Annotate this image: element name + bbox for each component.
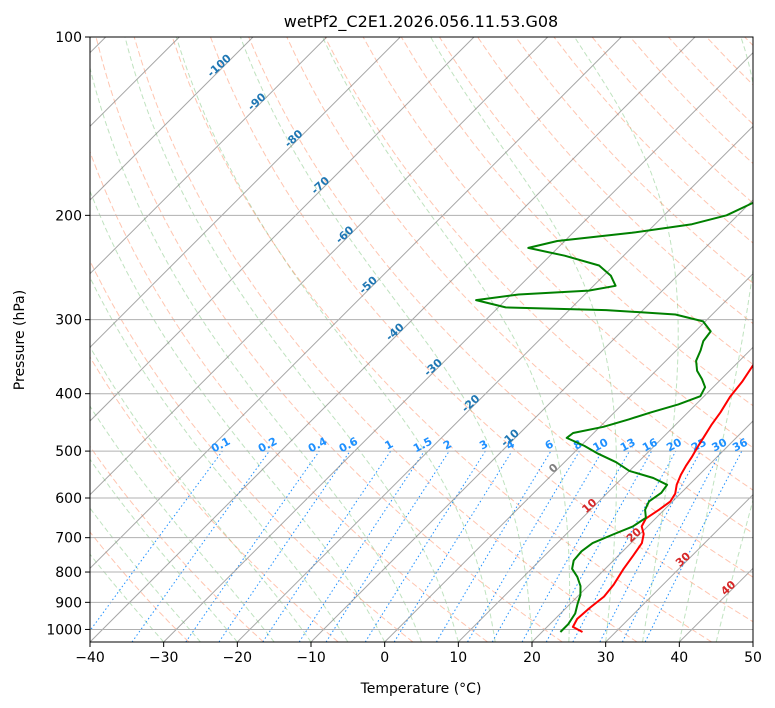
mixing-ratio-line <box>218 450 351 642</box>
mixing-ratio-line <box>644 450 743 642</box>
isotherm <box>90 37 328 275</box>
plot-frame <box>89 36 754 643</box>
dry-adiabat <box>90 150 488 642</box>
moist-adiabat <box>175 37 496 642</box>
y-tick-label: 700 <box>55 531 82 547</box>
moist-adiabat <box>124 37 459 642</box>
x-tick-label: 0 <box>380 650 389 666</box>
isotherm <box>236 125 753 642</box>
moist-adiabat <box>239 37 533 642</box>
x-axis: −40 −30 −20 −10 0 10 20 30 40 50 <box>75 642 762 666</box>
mixing-ratio-line <box>262 450 392 642</box>
isotherm <box>90 37 475 422</box>
x-tick-label: −20 <box>223 650 253 666</box>
isotherm <box>531 420 753 642</box>
temperature-line <box>571 363 753 633</box>
moist-adiabat <box>90 405 275 642</box>
y-tick-label: 600 <box>55 491 82 507</box>
isotherm <box>457 346 753 642</box>
moist-adiabat <box>678 37 753 642</box>
mixing-ratio-line <box>572 450 677 642</box>
x-axis-label: Temperature (°C) <box>360 681 482 697</box>
moist-adiabat <box>715 498 753 642</box>
chart-title: wetPf2_C2E1.2026.056.11.53.G08 <box>284 12 558 32</box>
dry-adiabat <box>90 531 190 642</box>
x-tick-label: −40 <box>75 650 105 666</box>
dry-adiabat <box>515 37 753 284</box>
x-tick-label: −10 <box>296 650 326 666</box>
mixing-ratio-label: 16 <box>640 436 660 455</box>
moist-adiabat <box>90 458 238 642</box>
isotherm <box>90 37 254 201</box>
isotherm <box>310 199 753 642</box>
dry-adiabat <box>95 37 563 642</box>
isotherm <box>90 37 401 349</box>
mixing-ratio-line <box>325 450 450 642</box>
moist-adiabat <box>322 37 571 642</box>
dry-adiabat <box>90 356 339 642</box>
mixing-ratio-line <box>521 450 630 642</box>
x-tick-label: 40 <box>670 650 688 666</box>
moist-adiabat <box>90 276 349 642</box>
mixing-ratio-label: 10 <box>591 436 611 455</box>
isotherm <box>90 37 622 570</box>
x-tick-label: 10 <box>449 650 467 666</box>
mixing-ratio-label: 20 <box>664 436 684 455</box>
dry-adiabat <box>438 37 753 366</box>
y-tick-label: 900 <box>55 595 82 611</box>
isotherm <box>605 493 753 642</box>
isotherm <box>90 37 549 496</box>
y-tick-label: 800 <box>55 565 82 581</box>
x-tick-label: −30 <box>149 650 179 666</box>
mixing-ratio-line <box>90 450 223 632</box>
y-tick-label: 500 <box>55 444 82 460</box>
dewpoint-line <box>475 201 753 633</box>
isotherm <box>384 272 753 642</box>
x-tick-label: 50 <box>744 650 762 666</box>
isotherm <box>90 37 696 642</box>
mixing-ratio-line <box>131 450 270 642</box>
y-tick-label: 100 <box>55 30 82 46</box>
mixing-ratio-line <box>545 450 653 642</box>
mixing-ratio-line <box>185 450 320 642</box>
isotherm <box>163 51 753 642</box>
y-tick-label: 1000 <box>46 622 82 638</box>
dry-adiabat <box>248 37 753 578</box>
moist-adiabat <box>430 37 617 642</box>
dry-adiabat <box>133 37 638 642</box>
moist-adiabat <box>90 189 386 642</box>
x-tick-label: 20 <box>523 650 541 666</box>
background-lines <box>90 37 753 642</box>
y-axis: 100 200 300 400 500 600 700 800 900 1000 <box>46 30 90 638</box>
moist-adiabat <box>90 65 422 642</box>
mixing-ratio-line <box>393 450 513 642</box>
y-axis-label: Pressure (hPa) <box>12 290 28 390</box>
y-tick-label: 300 <box>55 313 82 329</box>
dry-adiabat <box>171 37 712 642</box>
y-tick-label: 200 <box>55 208 82 224</box>
dry-adiabat <box>210 37 753 623</box>
mixing-ratio-label: 30 <box>710 436 730 455</box>
x-tick-label: 30 <box>597 650 615 666</box>
mixing-ratio-label: 13 <box>618 436 638 455</box>
dry-adiabat <box>90 445 264 642</box>
y-tick-label: 400 <box>55 387 82 403</box>
mixing-ratio-label: 36 <box>730 436 750 455</box>
plot-area <box>90 37 753 642</box>
dry-adiabat <box>400 37 753 407</box>
profile-lines <box>475 201 753 633</box>
mixing-ratio-line <box>298 450 425 642</box>
